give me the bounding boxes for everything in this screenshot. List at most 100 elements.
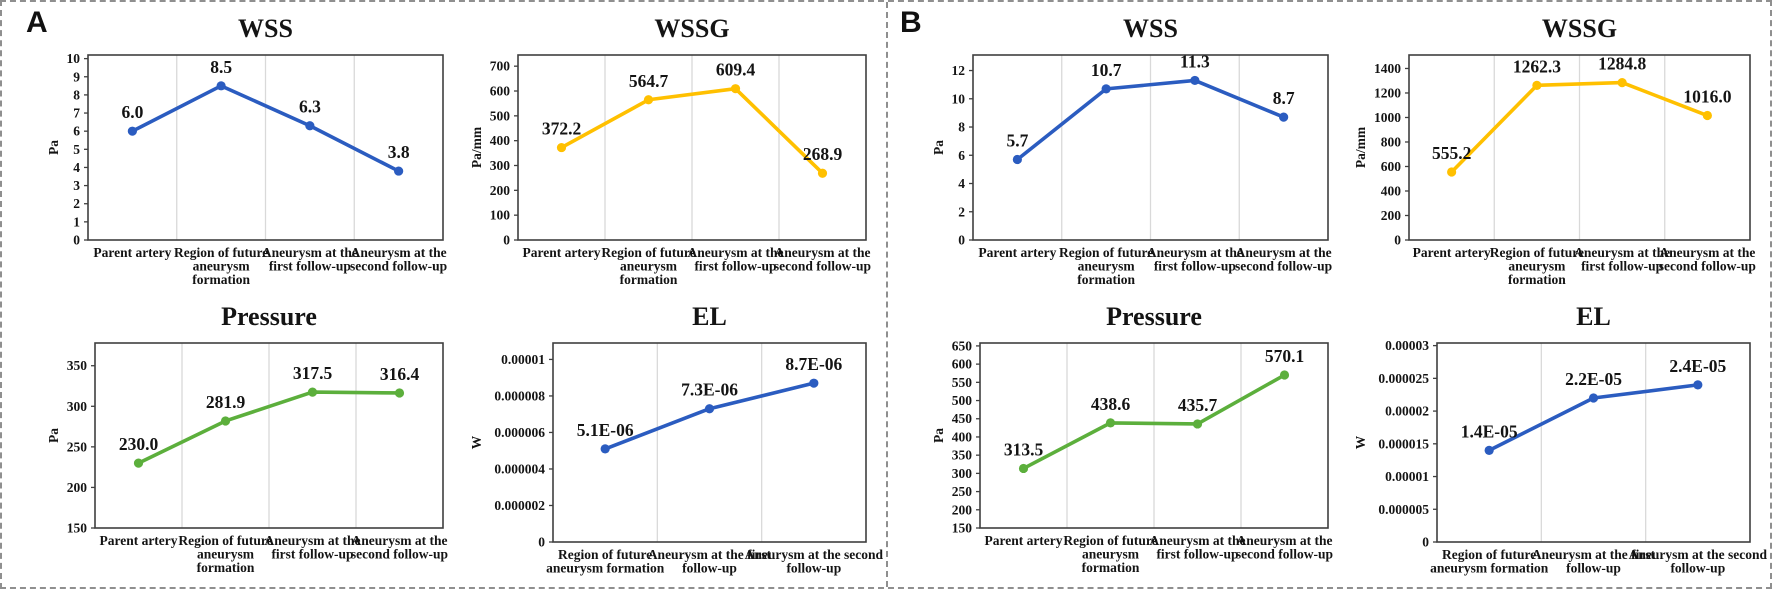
y-tick-label: 3 — [73, 178, 80, 193]
data-point-marker — [1693, 380, 1703, 390]
category-label: Aneurysm at the — [264, 533, 360, 548]
series-line — [130, 84, 400, 174]
category-label: follow-up — [786, 560, 841, 575]
data-point-marker — [127, 126, 137, 137]
chart-el-panel-a: EL 0 0.000002 0.000004 0.000006 0.000008 0.000… — [469, 302, 884, 576]
data-point-label: 8.5 — [210, 57, 232, 77]
category-label: Region of future — [1490, 245, 1584, 260]
category-label: Region of future — [174, 245, 268, 260]
y-tick-label: 0.00001 — [1385, 469, 1429, 484]
y-axis-label: Pa — [931, 140, 946, 155]
y-tick-label: 1200 — [1374, 86, 1401, 101]
chart-title: WSS — [238, 14, 293, 43]
data-point-marker — [1101, 84, 1111, 94]
category-label: Aneurysm at the — [1150, 533, 1246, 548]
y-tick-label: 6 — [73, 124, 80, 139]
data-point-label: 2.4E-05 — [1669, 356, 1726, 376]
plot-frame — [1436, 341, 1751, 543]
chart-title: EL — [692, 302, 727, 331]
category-label: second follow-up — [350, 259, 447, 274]
y-tick-label: 0 — [73, 233, 80, 248]
category-label: Region of future — [1442, 547, 1536, 562]
data-point-label: 6.3 — [298, 97, 320, 117]
category-label: formation — [196, 560, 254, 575]
y-tick-label: 10 — [952, 92, 966, 107]
category-label: Aneurysm at the first — [1532, 547, 1656, 562]
chart-cell-el-b: EL 0 0.000005 0.00001 0.000015 0.00002 0.00002… — [1346, 298, 1768, 586]
y-tick-label: 600 — [1381, 159, 1402, 174]
y-tick-label: 0.000006 — [494, 425, 545, 440]
y-tick-label: 500 — [489, 109, 510, 124]
category-label: Aneurysm at the — [1237, 533, 1333, 548]
data-point-marker — [304, 121, 314, 131]
chart-cell-wss-a: WSS 0 1 2 3 4 5 6 7 8 9 10 Pa 6.0 8.5 6.3 3.8 Parent arte… — [38, 10, 453, 298]
series-line — [136, 390, 401, 465]
data-point-marker — [1018, 463, 1029, 473]
y-tick-label: 12 — [952, 63, 966, 78]
data-point-label: 5.7 — [1006, 131, 1028, 151]
y-tick-label: 400 — [489, 133, 510, 148]
category-label: Aneurysm at the second — [1629, 547, 1768, 562]
chart-pressure-panel-a: Pressure 150 200 250 300 350 Pa 230.0 281.9 317.5… — [46, 302, 448, 575]
category-label: first follow-up — [268, 259, 350, 274]
data-point-label: 555.2 — [1432, 143, 1471, 163]
plot-area — [552, 342, 866, 542]
category-label: Region of future — [1059, 245, 1153, 260]
y-tick-label: 400 — [952, 429, 973, 444]
y-tick-label: 0.00002 — [1385, 403, 1429, 418]
y-tick-label: 350 — [952, 447, 973, 462]
category-label: second follow-up — [1659, 259, 1756, 274]
category-label: first follow-up — [694, 259, 776, 274]
chart-pressure-panel-b: Pressure 150 200 250 300 350 400 450 500 550 600 65… — [931, 302, 1333, 575]
category-label: first follow-up — [1154, 259, 1236, 274]
y-tick-label: 0.000005 — [1378, 502, 1429, 517]
y-tick-label: 0.000004 — [494, 461, 545, 476]
data-point-marker — [1012, 155, 1022, 165]
y-tick-label: 400 — [1381, 184, 1402, 199]
y-tick-label: 0 — [1394, 233, 1401, 248]
category-label: Region of future — [601, 245, 695, 260]
panel-a-charts-grid: WSS 0 1 2 3 4 5 6 7 8 9 10 Pa 6.0 8.5 6.3 3.8 Parent arte… — [38, 10, 884, 585]
data-point-marker — [394, 388, 404, 398]
data-point-label: 5.1E-06 — [576, 420, 633, 440]
chart-title: EL — [1576, 302, 1611, 331]
y-tick-label: 9 — [73, 70, 80, 85]
data-point-label: 1016.0 — [1683, 87, 1731, 107]
y-tick-label: 7 — [73, 106, 80, 121]
chart-cell-wss-b: WSS 0 2 4 6 8 10 12 Pa 5.7 10.7 11.3 8.7 Parent arter… — [924, 10, 1338, 298]
chart-cell-wssg-b: WSSG 0 200 400 600 800 1000 1200 1400 Pa/mm 555.2 1… — [1346, 10, 1760, 298]
series-line — [1021, 372, 1287, 471]
panel-b-label: B — [900, 6, 922, 39]
category-label: aneurysm formation — [1430, 560, 1549, 575]
y-tick-label: 0 — [538, 534, 545, 549]
plot-frame — [93, 341, 444, 529]
y-tick-label: 200 — [952, 502, 973, 517]
data-point-marker — [216, 81, 226, 91]
y-tick-label: 2 — [958, 205, 965, 220]
category-label: formation — [192, 272, 250, 287]
data-point-label: 316.4 — [379, 364, 419, 384]
data-point-label: 435.7 — [1178, 395, 1218, 415]
data-point-marker — [730, 84, 740, 94]
data-point-marker — [1532, 80, 1542, 91]
category-label: Aneurysm at the first — [647, 547, 771, 562]
category-label: Aneurysm at the — [261, 245, 357, 260]
y-tick-label: 300 — [489, 158, 510, 173]
chart-title: Pressure — [1106, 302, 1202, 331]
y-tick-label: 0.00003 — [1385, 338, 1429, 353]
category-label: Region of future — [1063, 533, 1157, 548]
y-tick-label: 0.000002 — [494, 498, 545, 513]
category-label: first follow-up — [271, 546, 353, 561]
y-tick-label: 1 — [73, 215, 80, 230]
y-tick-label: 4 — [73, 160, 80, 175]
category-label: aneurysm — [1082, 546, 1140, 561]
category-label: formation — [1508, 272, 1566, 287]
y-tick-label: 500 — [952, 393, 973, 408]
y-tick-label: 450 — [952, 411, 973, 426]
data-point-label: 438.6 — [1091, 394, 1131, 414]
category-label: Parent artery — [978, 245, 1056, 260]
data-point-marker — [1190, 76, 1200, 86]
data-point-marker — [1588, 393, 1599, 403]
y-tick-label: 1000 — [1374, 110, 1401, 125]
